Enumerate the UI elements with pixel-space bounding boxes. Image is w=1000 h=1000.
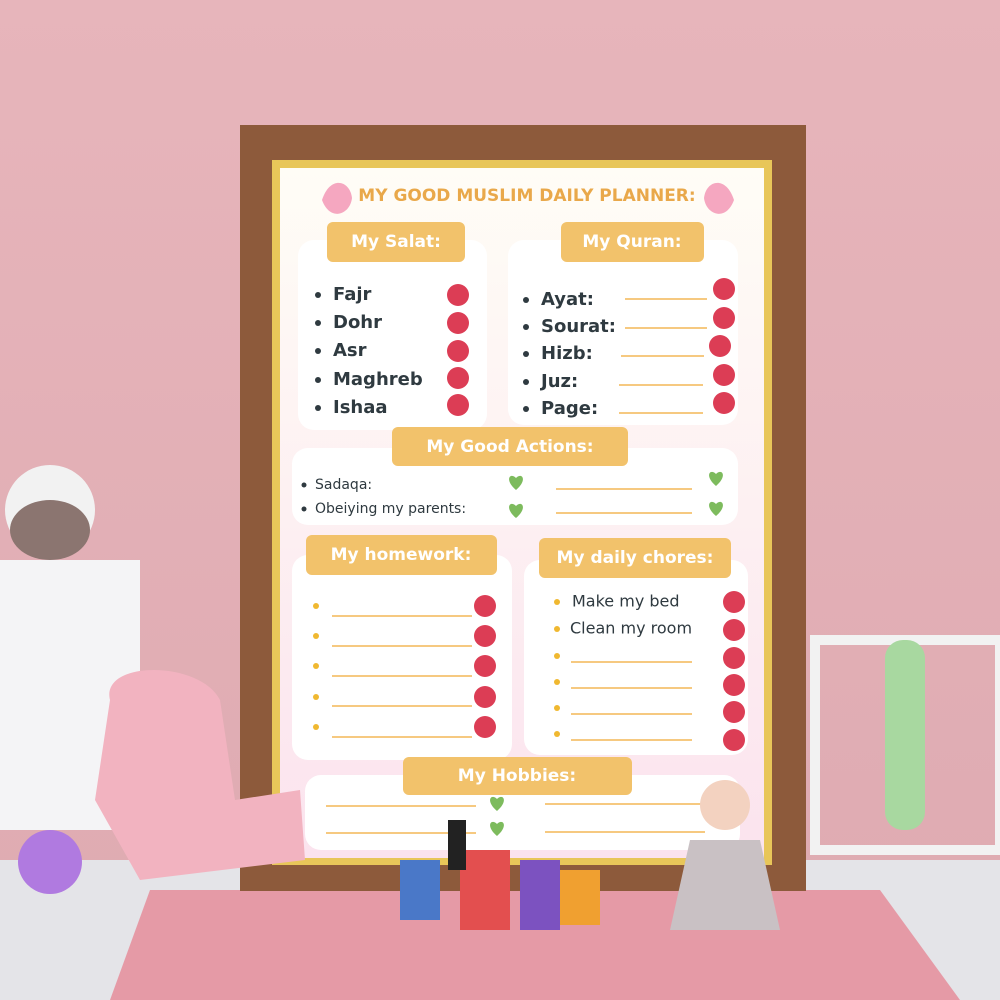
salat-item: Ishaa — [333, 397, 388, 418]
chore-item: Clean my room — [570, 619, 692, 638]
butterfly — [322, 182, 352, 214]
bullets — [315, 292, 321, 411]
bullets — [523, 297, 529, 412]
butterfly — [704, 182, 734, 214]
quran-item: Page: — [541, 398, 598, 419]
salat-item: Maghreb — [333, 369, 423, 390]
title: MY GOOD MUSLIM DAILY PLANNER: — [358, 186, 695, 206]
check-dots — [447, 284, 469, 416]
quran-item: Hizb: — [541, 343, 593, 364]
card — [508, 240, 738, 425]
blocks — [400, 820, 600, 930]
write-lines — [619, 298, 707, 414]
heading-box — [392, 427, 628, 466]
bunny — [5, 465, 95, 560]
check-dots — [709, 278, 735, 414]
heading: My daily chores: — [557, 548, 714, 568]
check-dots — [474, 595, 496, 738]
write-lines — [332, 615, 472, 738]
card — [292, 555, 512, 760]
salat-item: Dohr — [333, 312, 382, 333]
heading: My Salat: — [351, 232, 441, 252]
card — [298, 240, 487, 430]
salat-item: Asr — [333, 340, 367, 361]
bullets — [301, 482, 307, 512]
write-lines — [556, 488, 692, 514]
heading: My Hobbies: — [458, 766, 576, 786]
heading-box — [539, 538, 731, 578]
heading: My Quran: — [582, 232, 681, 252]
crib — [810, 635, 1000, 855]
doll — [670, 780, 780, 930]
quran-item: Sourat: — [541, 316, 616, 337]
quran-item: Ayat: — [541, 289, 594, 310]
cactus — [885, 640, 925, 830]
heading-box — [327, 222, 465, 262]
heading-box — [403, 757, 632, 795]
ball — [18, 830, 82, 894]
check-dots — [723, 591, 745, 751]
heading-box — [561, 222, 704, 262]
bullets — [313, 603, 319, 730]
quran-item: Juz: — [539, 371, 578, 392]
action-item: Sadaqa: — [315, 477, 372, 493]
heading: My homework: — [331, 545, 472, 565]
heading: My Good Actions: — [426, 437, 593, 457]
card — [524, 560, 748, 755]
chair — [95, 670, 305, 880]
bullets — [554, 599, 560, 737]
write-lines — [571, 661, 692, 741]
heading-box — [306, 535, 497, 575]
chore-item: Make my bed — [572, 592, 680, 611]
action-item: Obeiying my parents: — [315, 501, 466, 517]
write-lines — [326, 803, 705, 834]
salat-item: Fajr — [333, 284, 372, 305]
